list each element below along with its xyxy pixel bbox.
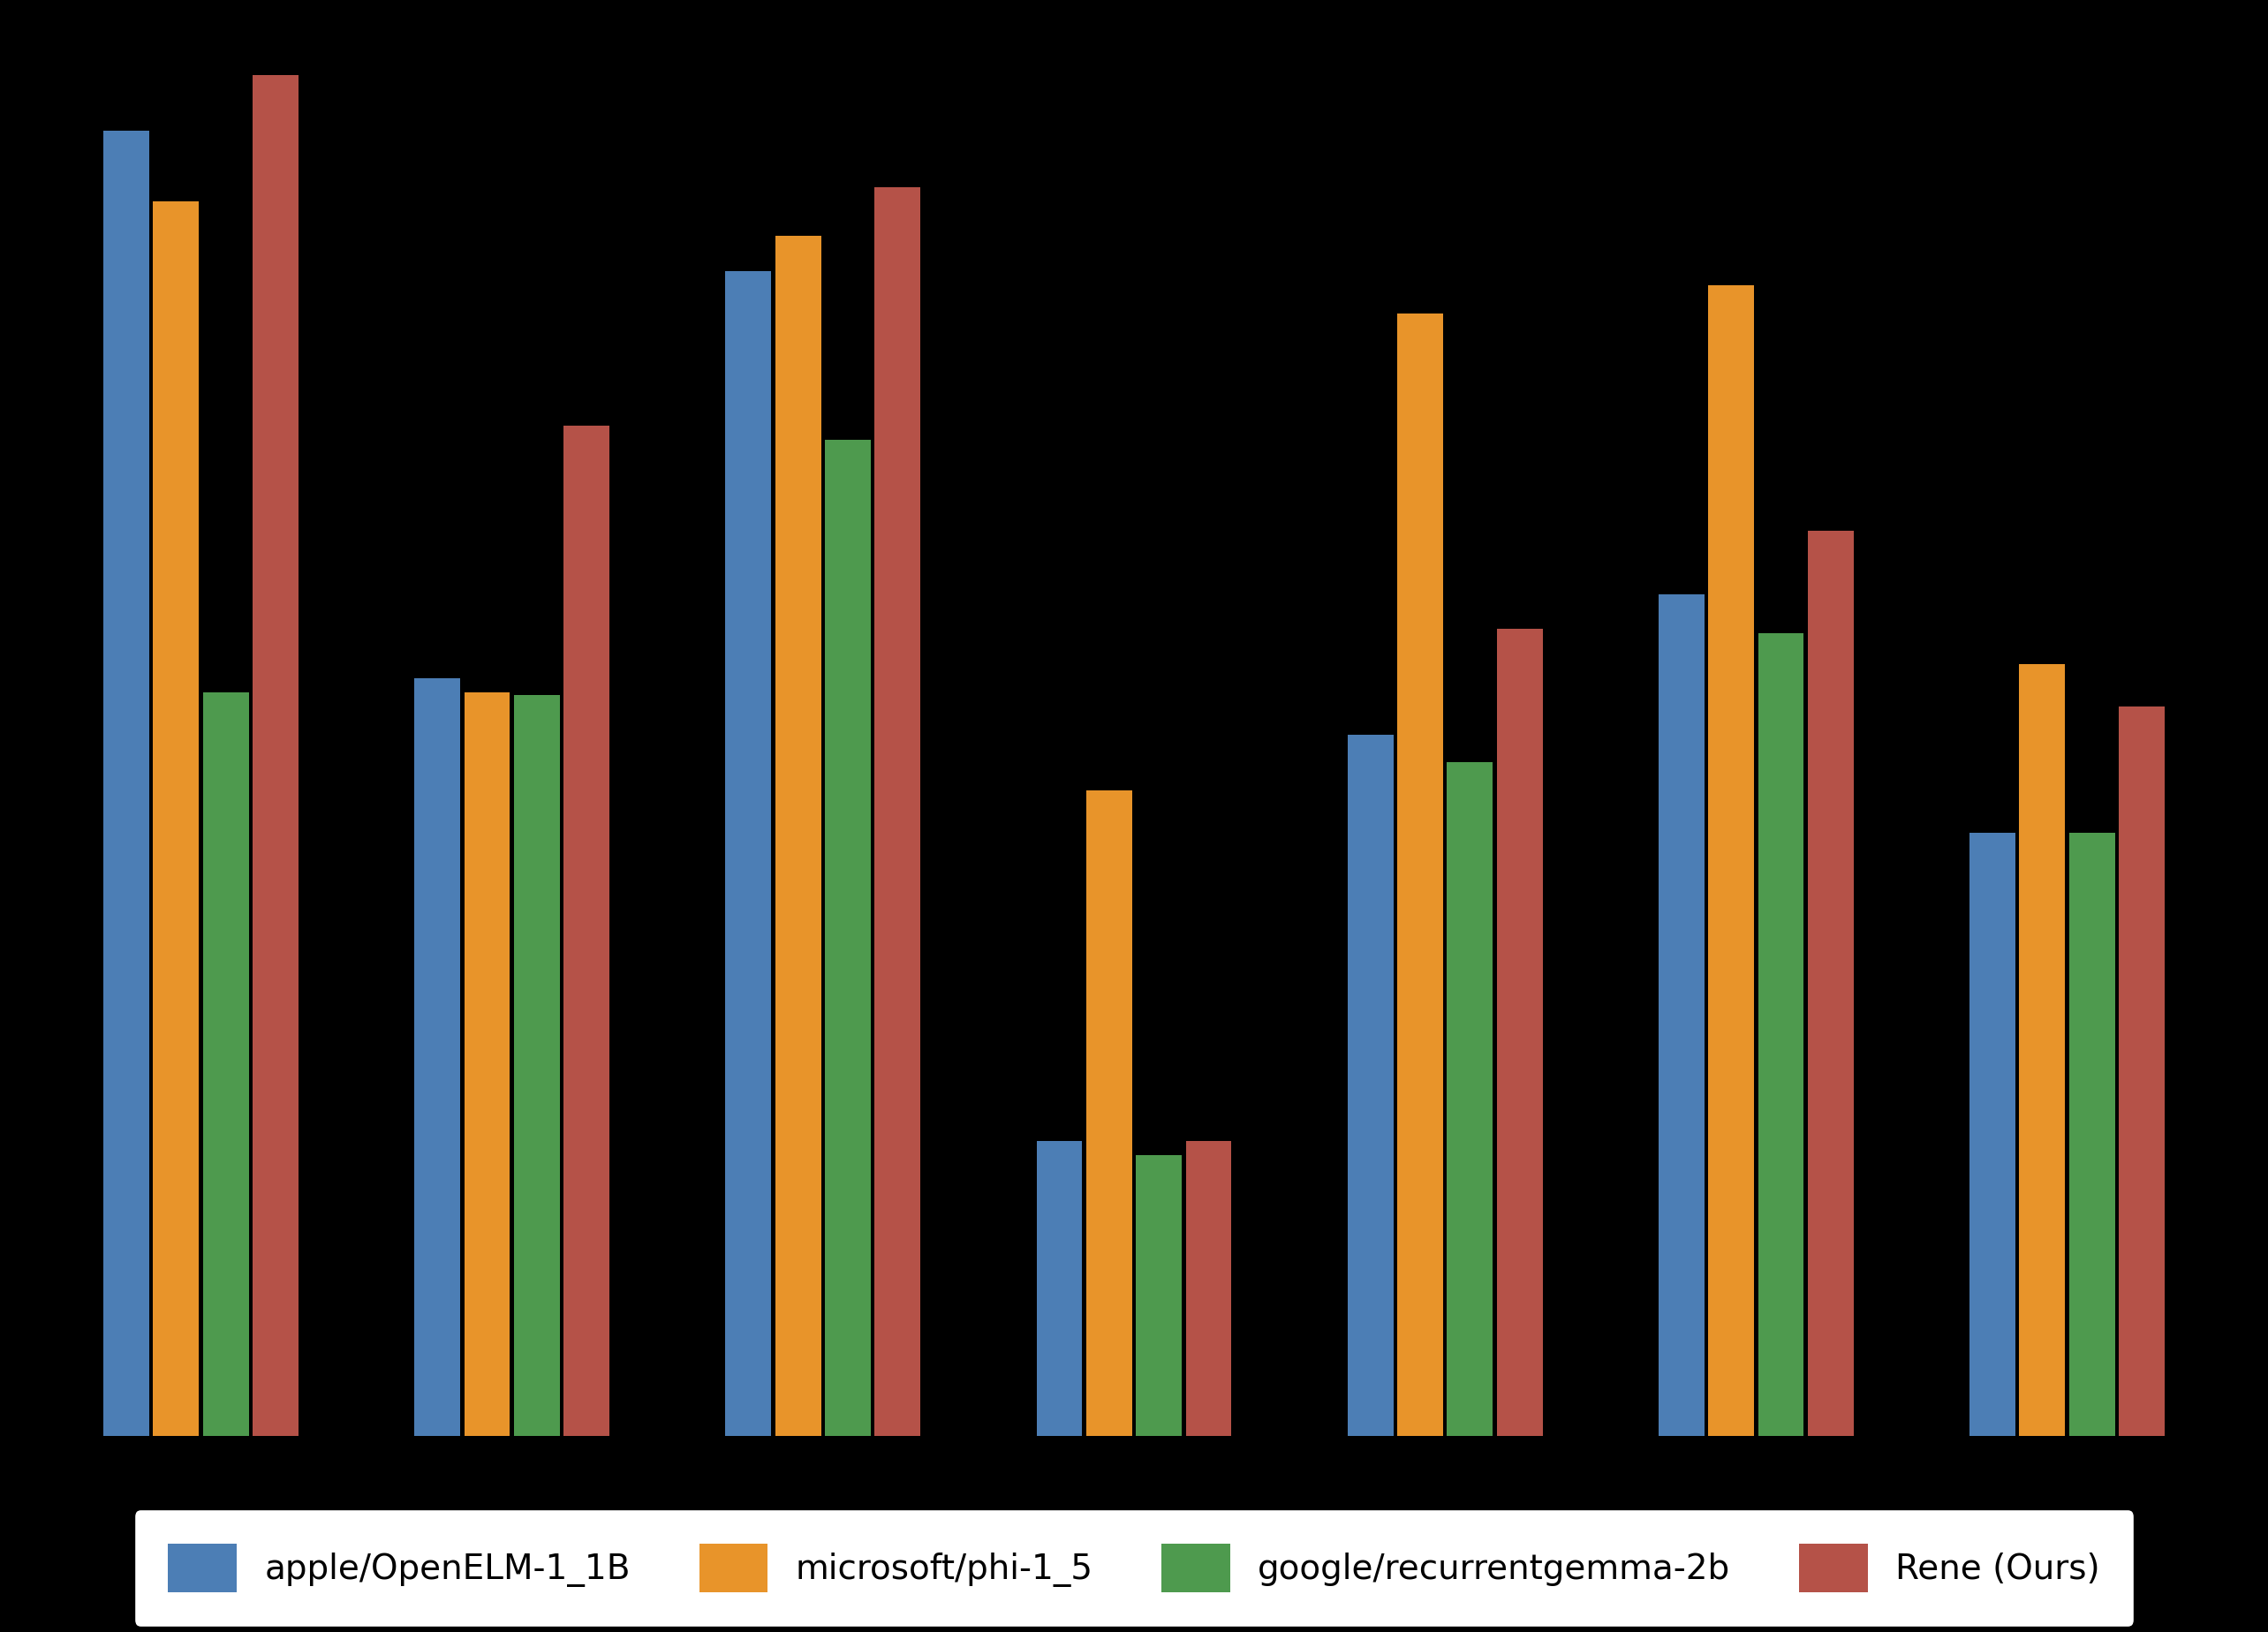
Bar	[1497, 628, 1542, 1436]
Bar	[1708, 286, 1753, 1436]
Bar	[1447, 762, 1492, 1436]
Bar	[515, 695, 560, 1436]
Bar	[252, 75, 299, 1436]
Bar	[1397, 313, 1442, 1436]
Bar	[1808, 530, 1853, 1436]
Bar	[1758, 633, 1803, 1436]
Bar	[2118, 707, 2164, 1436]
Bar	[202, 692, 249, 1436]
Bar	[1036, 1141, 1082, 1436]
Bar	[565, 426, 610, 1436]
Bar	[465, 692, 510, 1436]
Bar	[2019, 664, 2066, 1436]
Bar	[726, 271, 771, 1436]
Bar	[1347, 734, 1393, 1436]
Bar	[826, 439, 871, 1436]
Bar	[875, 188, 921, 1436]
Bar	[776, 237, 821, 1436]
Bar	[1658, 594, 1703, 1436]
Bar	[1086, 790, 1132, 1436]
Bar	[104, 131, 150, 1436]
Bar	[2068, 832, 2114, 1436]
Bar	[154, 201, 200, 1436]
Bar	[1186, 1141, 1232, 1436]
Legend: apple/OpenELM-1_1B, microsoft/phi-1_5, google/recurrentgemma-2b, Rene (Ours): apple/OpenELM-1_1B, microsoft/phi-1_5, g…	[134, 1510, 2134, 1627]
Bar	[1136, 1155, 1182, 1436]
Bar	[415, 679, 460, 1436]
Bar	[1969, 832, 2016, 1436]
